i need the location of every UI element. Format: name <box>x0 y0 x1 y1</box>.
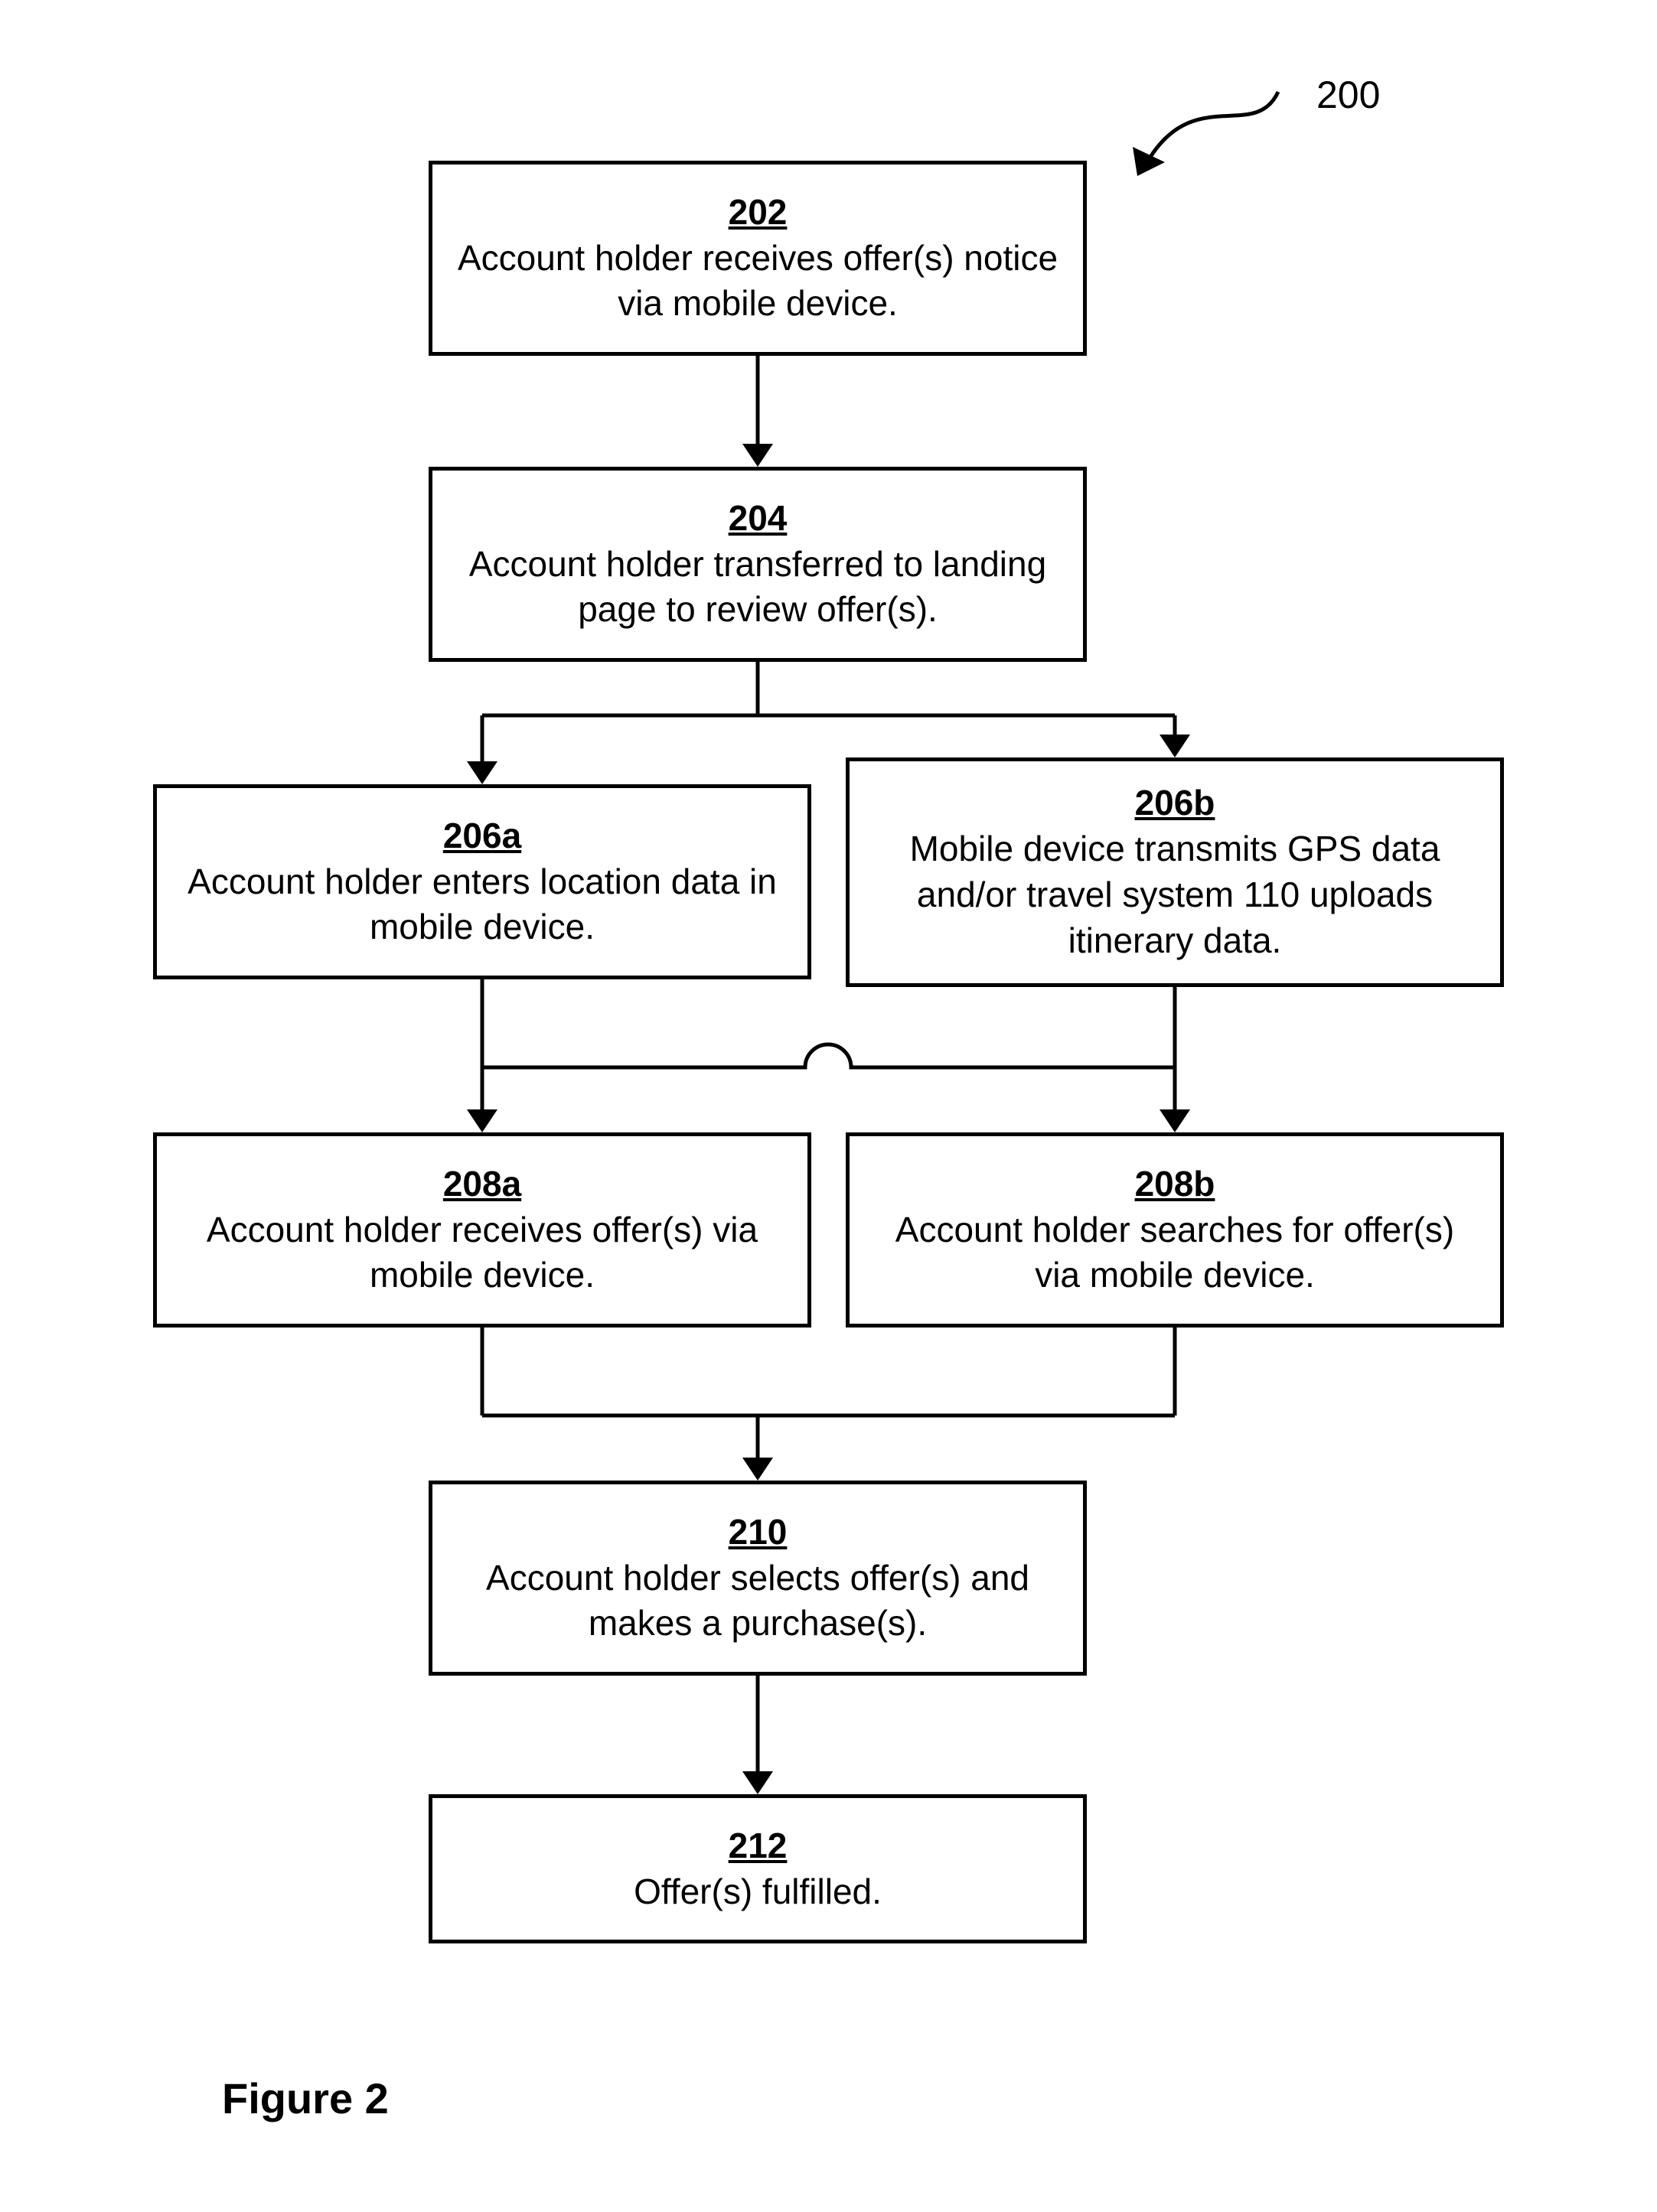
flowchart-canvas: 200 202 Account holder receives offer(s)… <box>0 0 1657 2212</box>
flowchart-arrows <box>0 0 1657 2212</box>
figure-label: Figure 2 <box>222 2074 389 2123</box>
